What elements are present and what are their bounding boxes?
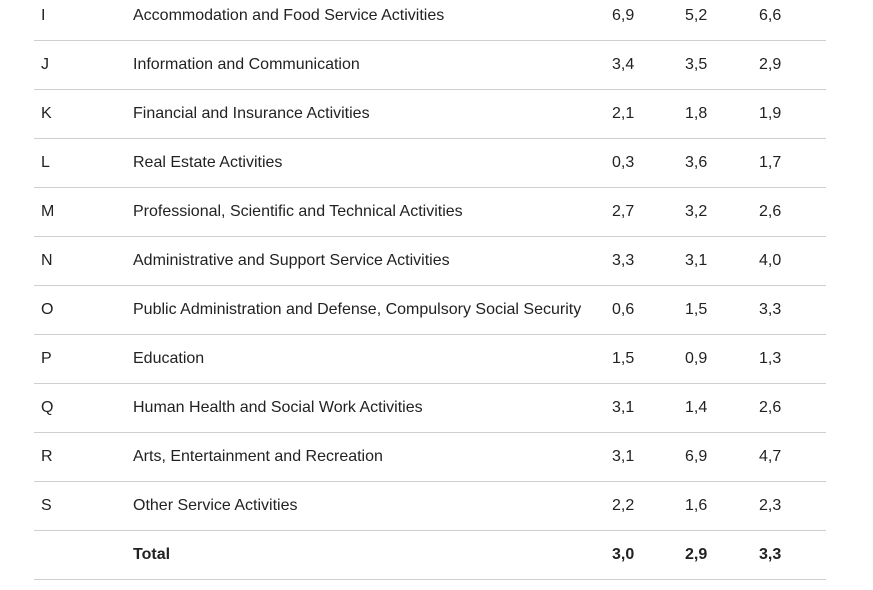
value-col-1: 3,1 <box>612 448 635 465</box>
data-table: I Accommodation and Food Service Activit… <box>34 0 826 580</box>
table-row: O Public Administration and Defense, Com… <box>34 286 826 335</box>
value-col-2: 3,5 <box>685 56 708 73</box>
value-col-2: 6,9 <box>685 448 708 465</box>
value-col-3: 2,9 <box>759 56 782 73</box>
table-row: K Financial and Insurance Activities 2,1… <box>34 90 826 139</box>
value-col-3: 6,6 <box>759 7 782 24</box>
sector-code: S <box>41 497 52 514</box>
value-col-3: 2,6 <box>759 399 782 416</box>
sector-code: J <box>41 56 49 73</box>
sector-code: L <box>41 154 50 171</box>
sector-name: Public Administration and Defense, Compu… <box>133 301 582 318</box>
total-value-col-3: 3,3 <box>759 546 782 563</box>
total-value-col-2: 2,9 <box>685 546 708 563</box>
value-col-1: 0,3 <box>612 154 635 171</box>
sector-code: P <box>41 350 52 367</box>
value-col-1: 2,2 <box>612 497 635 514</box>
sector-name: Human Health and Social Work Activities <box>133 399 423 416</box>
total-value-col-1: 3,0 <box>612 546 635 563</box>
value-col-2: 3,1 <box>685 252 708 269</box>
sector-code: O <box>41 301 54 318</box>
value-col-3: 2,3 <box>759 497 782 514</box>
sector-name: Education <box>133 350 205 367</box>
table-row: S Other Service Activities 2,2 1,6 2,3 <box>34 482 826 531</box>
value-col-3: 2,6 <box>759 203 782 220</box>
sector-code: I <box>41 7 46 24</box>
value-col-1: 6,9 <box>612 7 635 24</box>
value-col-3: 3,3 <box>759 301 782 318</box>
value-col-1: 0,6 <box>612 301 635 318</box>
value-col-3: 1,7 <box>759 154 782 171</box>
sector-name: Financial and Insurance Activities <box>133 105 370 122</box>
sector-name: Professional, Scientific and Technical A… <box>133 203 463 220</box>
sector-code: Q <box>41 399 54 416</box>
table-row: N Administrative and Support Service Act… <box>34 237 826 286</box>
value-col-1: 1,5 <box>612 350 635 367</box>
value-col-2: 0,9 <box>685 350 708 367</box>
sector-name: Arts, Entertainment and Recreation <box>133 448 383 465</box>
value-col-3: 1,9 <box>759 105 782 122</box>
total-label: Total <box>133 546 171 563</box>
value-col-1: 3,4 <box>612 56 635 73</box>
table-row: L Real Estate Activities 0,3 3,6 1,7 <box>34 139 826 188</box>
sector-name: Accommodation and Food Service Activitie… <box>133 7 445 24</box>
sector-name: Real Estate Activities <box>133 154 283 171</box>
sector-name: Administrative and Support Service Activ… <box>133 252 450 269</box>
table-row: I Accommodation and Food Service Activit… <box>34 0 826 41</box>
value-col-2: 1,5 <box>685 301 708 318</box>
sector-code: R <box>41 448 53 465</box>
table-row: M Professional, Scientific and Technical… <box>34 188 826 237</box>
sector-name: Information and Communication <box>133 56 360 73</box>
sector-name: Other Service Activities <box>133 497 298 514</box>
value-col-2: 3,6 <box>685 154 708 171</box>
value-col-3: 4,0 <box>759 252 782 269</box>
value-col-2: 1,6 <box>685 497 708 514</box>
value-col-2: 1,4 <box>685 399 708 416</box>
sector-code: N <box>41 252 53 269</box>
value-col-3: 1,3 <box>759 350 782 367</box>
value-col-1: 2,7 <box>612 203 635 220</box>
table-row: J Information and Communication 3,4 3,5 … <box>34 41 826 90</box>
sector-code: M <box>41 203 55 220</box>
value-col-2: 5,2 <box>685 7 708 24</box>
table-row: P Education 1,5 0,9 1,3 <box>34 335 826 384</box>
value-col-1: 2,1 <box>612 105 635 122</box>
value-col-3: 4,7 <box>759 448 782 465</box>
sector-code: K <box>41 105 52 122</box>
value-col-2: 1,8 <box>685 105 708 122</box>
table-row: R Arts, Entertainment and Recreation 3,1… <box>34 433 826 482</box>
value-col-1: 3,3 <box>612 252 635 269</box>
table-row: Q Human Health and Social Work Activitie… <box>34 384 826 433</box>
total-row: Total 3,0 2,9 3,3 <box>34 531 826 580</box>
value-col-2: 3,2 <box>685 203 708 220</box>
value-col-1: 3,1 <box>612 399 635 416</box>
